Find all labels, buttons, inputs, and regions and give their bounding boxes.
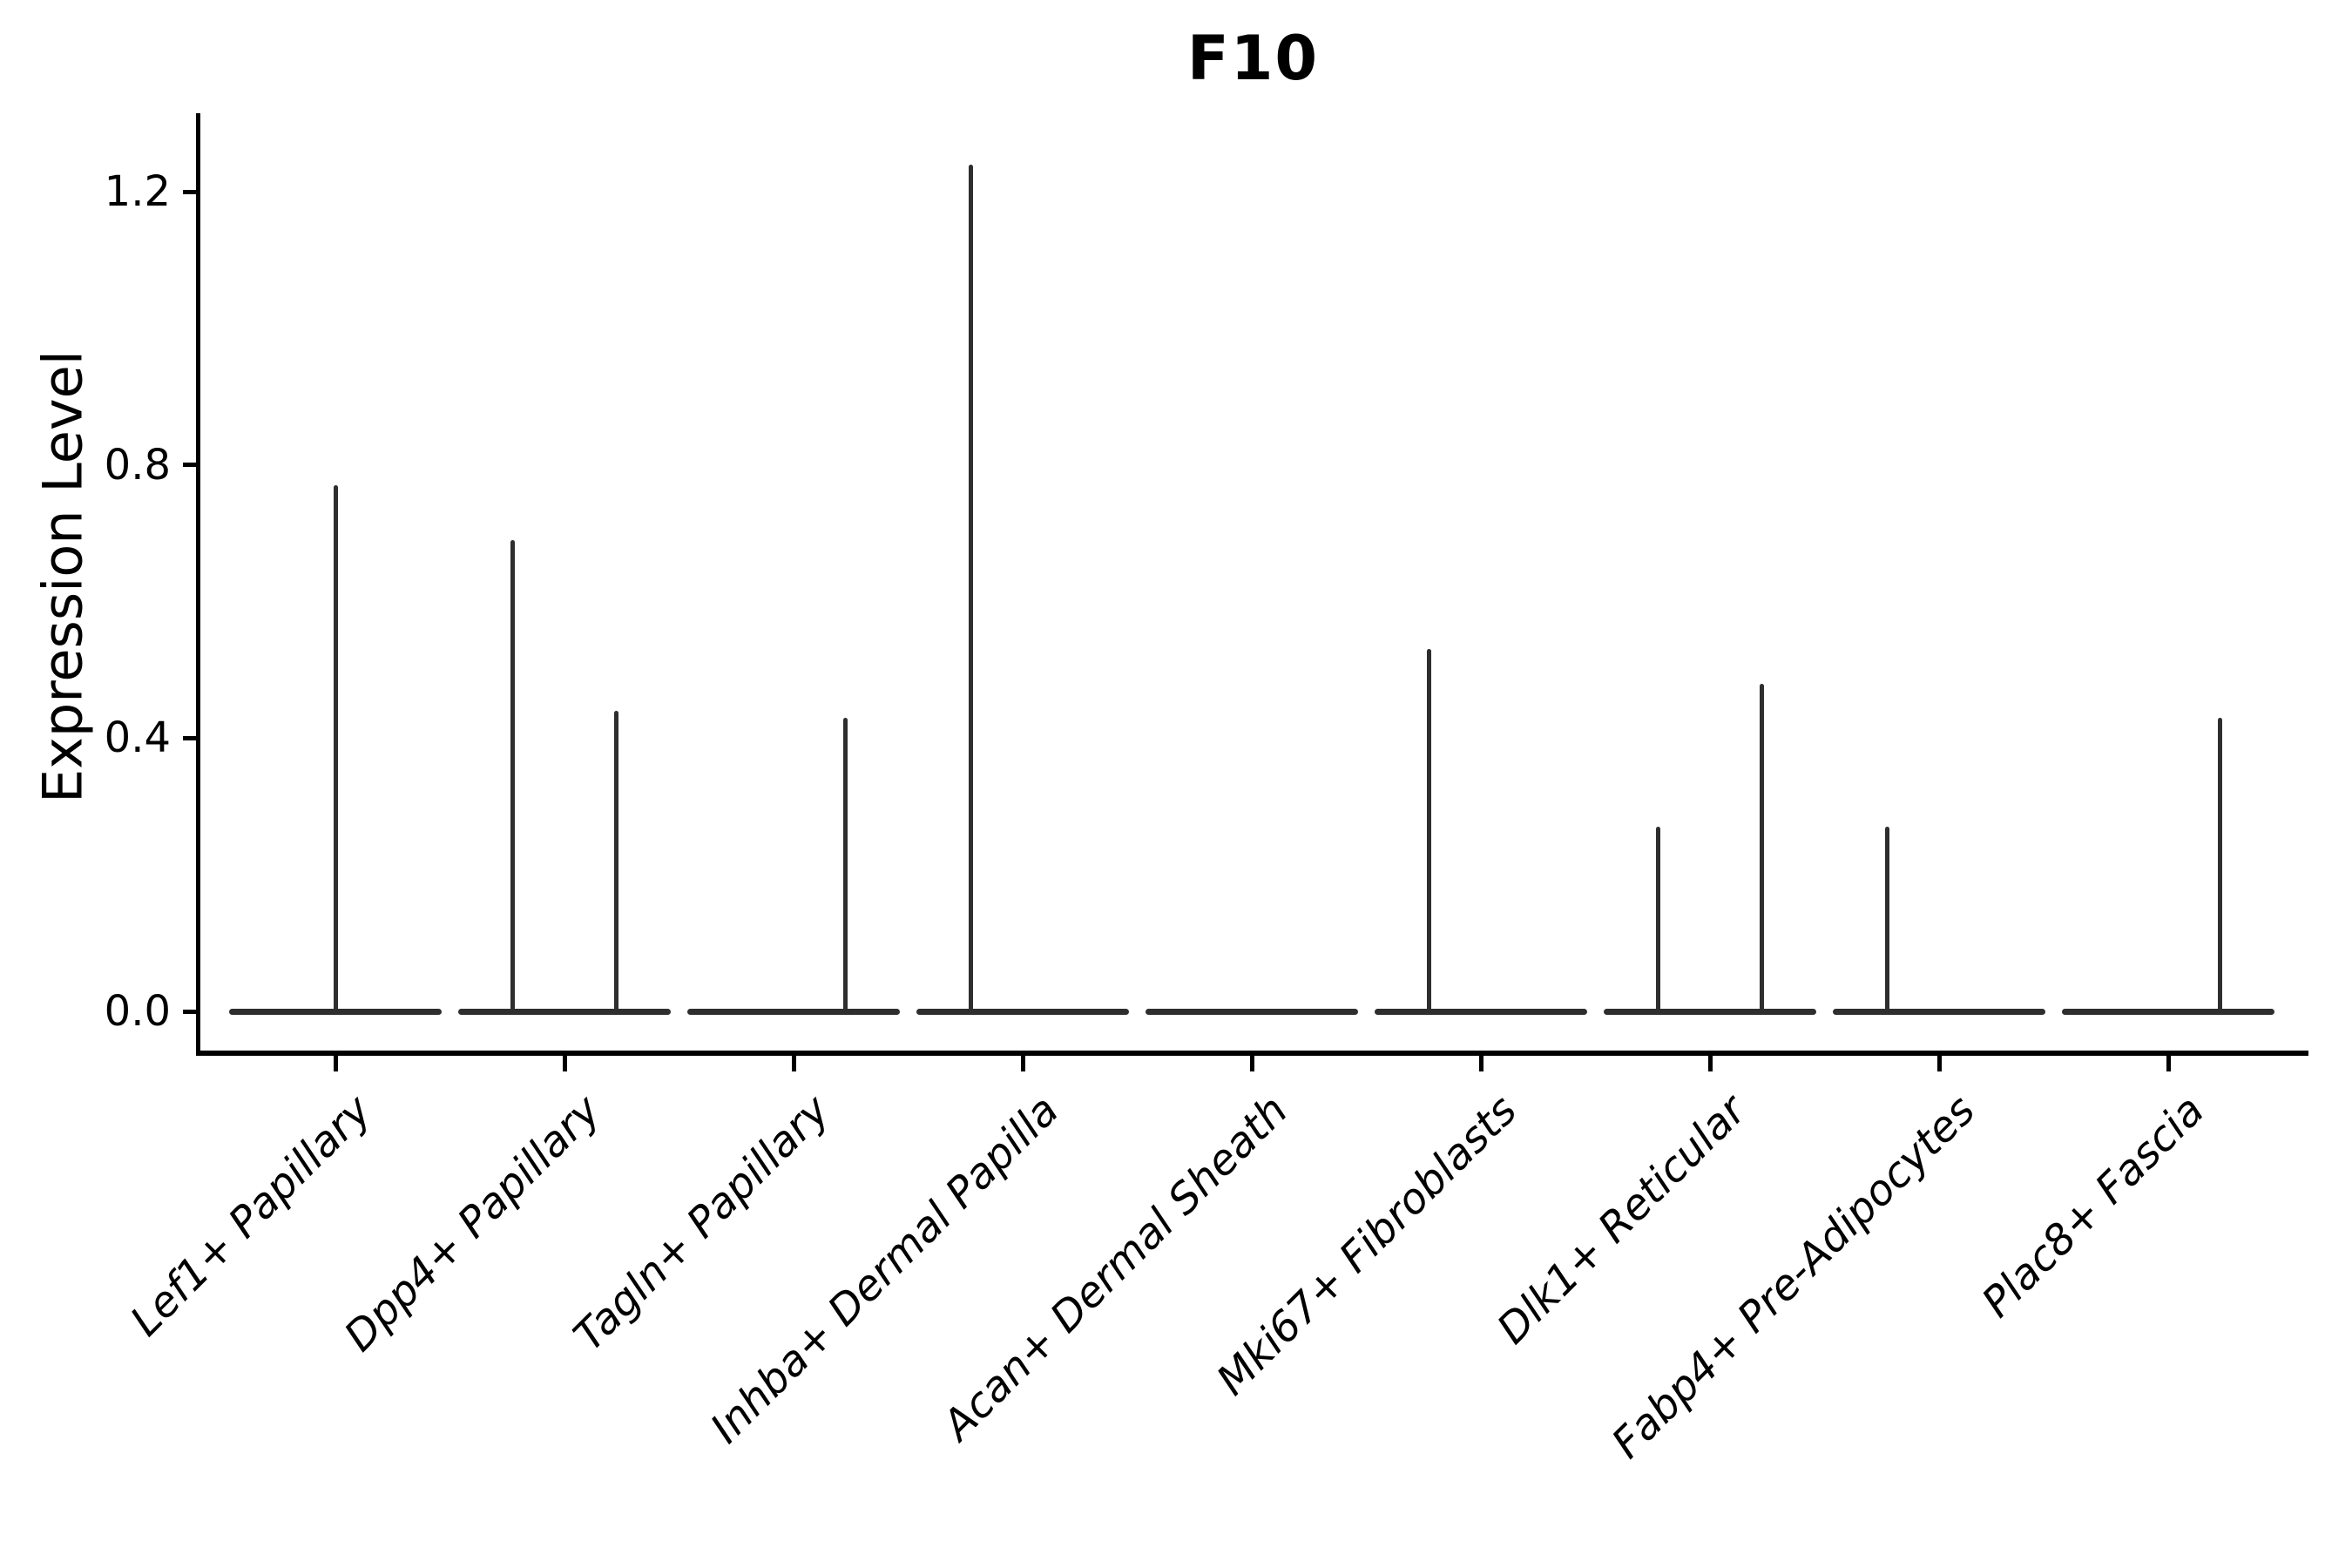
x-axis-spine	[196, 1051, 2308, 1056]
violin-needle	[333, 485, 338, 1011]
x-tick-mark	[1020, 1056, 1025, 1071]
y-tick-mark	[183, 1009, 198, 1014]
violin-baseline	[1833, 1008, 2045, 1015]
x-tick-mark	[1707, 1056, 1713, 1071]
x-tick-mark	[1478, 1056, 1484, 1071]
x-tick-mark	[2166, 1056, 2171, 1071]
y-tick-mark	[183, 735, 198, 740]
chart-title: F10	[1186, 23, 1320, 94]
violin-needle	[510, 540, 516, 1011]
violin-baseline	[229, 1008, 442, 1015]
y-tick-label: 0.8	[104, 440, 171, 490]
y-axis-spine	[196, 113, 200, 1056]
x-tick-mark	[333, 1056, 338, 1071]
x-tick-label: Dpp4+ Papillary	[335, 1085, 611, 1362]
y-tick-mark	[183, 189, 198, 194]
y-tick-label: 0.4	[104, 713, 171, 763]
violin-needle	[2217, 717, 2222, 1011]
violin-needle	[1427, 649, 1432, 1011]
y-tick-label: 1.2	[104, 167, 171, 217]
y-tick-label: 0.0	[104, 987, 171, 1036]
x-tick-label: Acan+ Dermal Sheath	[933, 1085, 1298, 1450]
x-tick-label: Fabp4+ Pre-Adipocytes	[1602, 1085, 1985, 1469]
x-tick-label: Inhba+ Dermal Papilla	[701, 1085, 1069, 1453]
violin-baseline	[2062, 1008, 2274, 1015]
violin-needle	[1759, 683, 1764, 1011]
violin-baseline	[458, 1008, 671, 1015]
violin-baseline	[916, 1008, 1129, 1015]
violin-needle	[1885, 827, 1890, 1011]
violin-needle	[1656, 827, 1661, 1011]
violin-baseline	[687, 1008, 900, 1015]
violin-needle	[842, 717, 848, 1011]
x-tick-mark	[1249, 1056, 1254, 1071]
violin-baseline	[1604, 1008, 1816, 1015]
x-tick-label: Mki67+ Fibroblasts	[1207, 1085, 1527, 1405]
x-tick-mark	[1936, 1056, 1942, 1071]
x-tick-label: Plac8+ Fascia	[1972, 1085, 2214, 1328]
y-tick-mark	[183, 463, 198, 468]
x-tick-mark	[791, 1056, 796, 1071]
violin-baseline	[1146, 1008, 1358, 1015]
x-tick-label: Tagln+ Papillary	[564, 1085, 840, 1361]
violin-needle	[613, 711, 618, 1011]
violin-needle	[969, 164, 974, 1011]
violin-baseline	[1375, 1008, 1587, 1015]
x-tick-mark	[562, 1056, 567, 1071]
x-tick-label: Dlk1+ Reticular	[1487, 1085, 1756, 1354]
